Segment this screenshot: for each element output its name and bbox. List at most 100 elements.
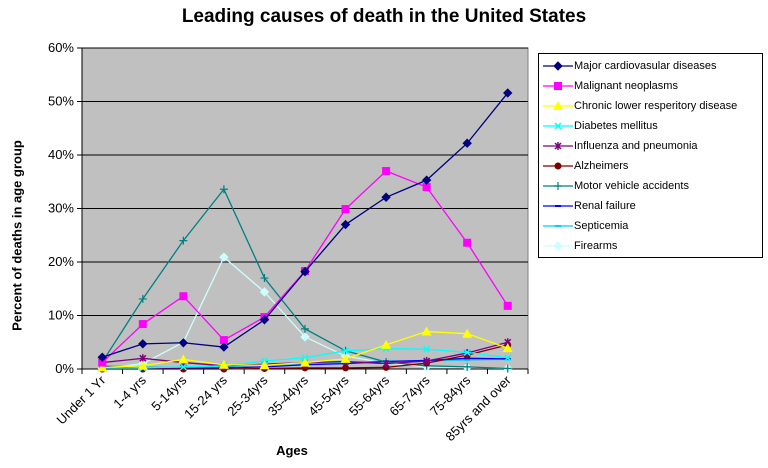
legend-marker	[554, 82, 562, 90]
legend-item: Malignant neoplasms	[539, 78, 764, 94]
legend-item: Chronic lower resperitory disease	[539, 98, 764, 114]
legend-label: Alzheimers	[574, 160, 629, 172]
legend-item: Major cardiovasular diseases	[539, 58, 764, 74]
x-tick-label: 35-44yrs	[265, 372, 312, 419]
x-axis-label: Ages	[276, 443, 308, 458]
data-point	[178, 338, 189, 348]
legend-label: Renal failure	[574, 200, 636, 212]
data-point	[503, 364, 512, 373]
data-point	[463, 362, 472, 371]
legend-item: Renal failure	[539, 198, 764, 214]
legend-label: Firearms	[574, 240, 618, 252]
data-point	[423, 356, 431, 365]
data-point	[463, 348, 471, 356]
legend-label: Major cardiovasular diseases	[574, 60, 717, 72]
data-point	[179, 292, 188, 301]
data-point	[97, 352, 107, 362]
data-point	[341, 205, 350, 214]
data-point	[138, 294, 147, 303]
x-tick-label: 45-54yrs	[305, 372, 352, 419]
legend-marker	[555, 225, 561, 227]
legend-swatch	[543, 82, 573, 90]
data-point	[382, 359, 390, 368]
data-point	[342, 347, 350, 355]
legend-label: Motor vehicle accidents	[574, 180, 689, 192]
data-point	[179, 363, 187, 371]
data-point	[421, 175, 432, 185]
data-point	[422, 183, 431, 192]
data-point	[382, 167, 391, 176]
legend-swatch	[543, 162, 573, 170]
data-point	[218, 359, 229, 369]
data-point	[219, 252, 229, 262]
data-point	[300, 266, 310, 277]
legend-swatch	[543, 225, 573, 227]
y-tick-label: 10%	[48, 308, 74, 323]
data-point	[301, 324, 309, 333]
data-point	[462, 328, 473, 338]
data-point	[98, 358, 107, 367]
data-point	[259, 360, 270, 370]
data-point	[300, 357, 310, 367]
legend-label: Influenza and pneumonia	[574, 140, 698, 152]
legend-marker	[553, 241, 563, 251]
data-point	[219, 336, 228, 345]
data-point	[502, 343, 513, 353]
data-point	[259, 287, 270, 297]
legend-marker	[554, 142, 562, 150]
legend-item: Alzheimers	[539, 158, 764, 174]
data-point	[137, 360, 148, 370]
legend-marker	[554, 162, 562, 170]
data-point	[138, 320, 147, 329]
x-tick-label: 1-4 yrs	[110, 372, 149, 411]
y-tick-label: 30%	[48, 201, 74, 216]
legend: Major cardiovasular diseases Malignant ne…	[538, 53, 763, 258]
legend-item: Firearms	[539, 238, 764, 254]
y-tick-label: 50%	[48, 94, 74, 109]
x-tick-label: Under 1 Yr	[53, 372, 108, 427]
legend-item: Motor vehicle accidents	[539, 178, 764, 194]
legend-swatch	[543, 205, 573, 207]
series-major-cardiovasular-diseases	[97, 88, 513, 362]
legend-marker	[554, 182, 562, 190]
data-point	[179, 236, 188, 245]
data-point	[260, 274, 269, 283]
data-point	[463, 238, 472, 247]
y-tick-label: 60%	[48, 40, 74, 55]
x-tick-label: 65-74yrs	[386, 372, 433, 419]
data-point	[219, 185, 228, 194]
legend-swatch	[543, 122, 573, 130]
x-tick-label: 25-34yrs	[224, 372, 271, 419]
legend-label: Septicemia	[574, 220, 629, 232]
data-point	[423, 345, 431, 353]
data-point	[504, 357, 511, 360]
data-point	[219, 342, 229, 352]
x-tick-label: 55-64yrs	[346, 372, 393, 419]
legend-swatch	[543, 182, 573, 190]
data-point	[259, 315, 270, 325]
legend-label: Diabetes mellitus	[574, 120, 658, 132]
data-point	[340, 219, 351, 230]
data-point	[462, 138, 472, 148]
data-point	[503, 301, 512, 310]
data-point	[503, 88, 513, 98]
x-tick-label: 15-24 yrs	[181, 372, 230, 421]
legend-swatch	[543, 142, 573, 150]
data-point	[138, 339, 148, 349]
data-point	[342, 364, 350, 372]
y-tick-label: 40%	[48, 147, 74, 162]
data-point	[97, 362, 108, 372]
legend-swatch	[543, 61, 573, 71]
legend-marker	[553, 101, 563, 110]
data-point	[381, 192, 391, 202]
legend-label: Chronic lower resperitory disease	[574, 100, 738, 112]
data-point	[340, 353, 351, 363]
data-point	[300, 332, 310, 342]
y-tick-label: 0%	[55, 361, 74, 376]
legend-swatch	[543, 241, 573, 251]
data-point	[178, 354, 189, 364]
legend-item: Influenza and pneumonia	[539, 138, 764, 154]
legend-marker	[553, 61, 563, 71]
